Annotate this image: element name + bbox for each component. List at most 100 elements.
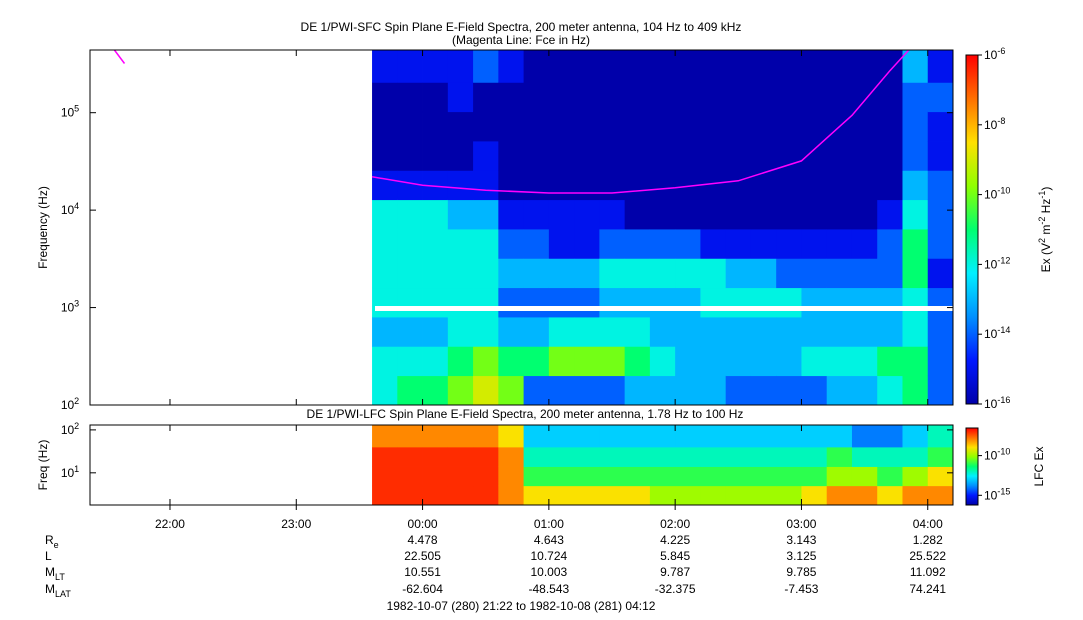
spectrum-cell <box>397 425 423 448</box>
colorbar-tick-label-part: 10 <box>984 188 998 202</box>
spectrum-cell <box>801 170 828 201</box>
colorbar-label: Ex (V2 m-2 Hz-1) <box>1037 187 1053 273</box>
spectrum-cell <box>473 446 499 467</box>
spectrum-cell <box>700 199 727 230</box>
spectrum-cell <box>473 82 499 113</box>
spectrum-cell <box>624 199 651 230</box>
spectrum-cell <box>776 141 802 171</box>
spectrum-cell <box>574 346 600 377</box>
spectrum-cell <box>700 287 727 318</box>
spectrum-cell <box>649 466 676 487</box>
spectrum-cell <box>447 141 474 171</box>
spectrum-cell <box>498 485 525 506</box>
colorbar-tick-label-part: -15 <box>997 486 1010 496</box>
spectrum-cell <box>523 425 550 448</box>
spectrum-cell <box>700 229 727 259</box>
spectrum-cell <box>473 258 499 289</box>
spectrum-cell <box>675 287 701 318</box>
spectrum-cell <box>422 375 449 406</box>
ephemeris-value: 3.125 <box>786 549 816 563</box>
spectrum-cell <box>624 317 651 347</box>
ephemeris-label-part: LAT <box>55 589 71 599</box>
spectrum-cell <box>851 229 878 259</box>
spectrum-cell <box>725 170 752 201</box>
spectrum-cell <box>927 375 954 406</box>
spectrum-cell <box>649 446 676 467</box>
spectrum-cell <box>725 446 752 467</box>
spectrum-cell <box>877 287 903 318</box>
spectrum-cell <box>927 111 954 142</box>
spectrum-cell <box>750 287 777 318</box>
ephemeris-value: 9.785 <box>786 565 816 579</box>
spectrum-cell <box>372 317 398 347</box>
spectrum-cell <box>750 50 777 83</box>
spectrum-cell <box>649 141 676 171</box>
spectrum-cell <box>599 446 626 467</box>
spectrum-cell <box>851 82 878 113</box>
spectrum-cell <box>851 346 878 377</box>
spectrum-cell <box>675 82 701 113</box>
spectrum-cell <box>498 258 525 289</box>
spectrum-cell <box>447 485 474 506</box>
spectrum-cell <box>498 466 525 487</box>
spectrum-cell <box>649 170 676 201</box>
spectrum-cell <box>624 287 651 318</box>
ephemeris-label-part: L <box>45 549 52 563</box>
spectrum-cell <box>851 170 878 201</box>
spectrum-cell <box>422 287 449 318</box>
spectrum-cell <box>851 111 878 142</box>
spectrum-cell <box>548 346 575 377</box>
spectrum-cell <box>826 346 853 377</box>
spectrum-cell <box>776 485 802 506</box>
spectrum-cell <box>624 375 651 406</box>
y-tick-label-part: 1 <box>74 464 79 474</box>
spectrum-cell <box>599 111 626 142</box>
spectrum-cell <box>422 141 449 171</box>
spectrum-cell <box>725 425 752 448</box>
colorbar-tick-label: 10-16 <box>984 395 1010 411</box>
spectrum-cell <box>599 287 626 318</box>
spectrum-cell <box>927 287 954 318</box>
ephemeris-label: MLAT <box>45 582 71 599</box>
colorbar-tick-label-part: -16 <box>997 395 1010 405</box>
spectrum-cell <box>675 199 701 230</box>
spectrum-cell <box>372 375 398 406</box>
colorbar-tick-label: 10-12 <box>984 255 1010 271</box>
spectrum-cell <box>927 141 954 171</box>
colorbar <box>965 54 979 405</box>
y-axis-label: Freq (Hz) <box>36 440 50 491</box>
spectrum-cell <box>447 50 474 83</box>
x-tick-label: 01:00 <box>534 517 564 531</box>
spectrum-cell <box>902 287 929 318</box>
spectrum-cell <box>599 258 626 289</box>
spectrum-cell <box>877 346 903 377</box>
colorbar-label: LFC Ex <box>1032 446 1046 486</box>
spectrum-cell <box>574 446 600 467</box>
colorbar-tick-label-part: -10 <box>997 186 1010 196</box>
spectrum-cell <box>498 229 525 259</box>
chart-title: DE 1/PWI-SFC Spin Plane E-Field Spectra,… <box>301 20 742 34</box>
spectrum-cell <box>397 50 423 83</box>
colorbar-label-part: 2 <box>1037 238 1047 243</box>
colorbar-tick-label: 10-15 <box>984 486 1010 502</box>
spectrum-cell <box>776 82 802 113</box>
colorbar-tick-label-part: 10 <box>984 118 998 132</box>
spectrum-cell <box>649 82 676 113</box>
spectrum-cell <box>725 82 752 113</box>
spectrum-cell <box>750 258 777 289</box>
y-tick-label-part: 10 <box>61 466 75 480</box>
y-tick-label-part: 10 <box>61 301 75 315</box>
spectrum-cell <box>851 425 878 448</box>
spectrum-cell <box>649 287 676 318</box>
spectrum-cell <box>851 375 878 406</box>
spectrum-cell <box>397 317 423 347</box>
spectrum-cell <box>877 82 903 113</box>
spectrum-cell <box>649 111 676 142</box>
spectrum-cell <box>700 375 727 406</box>
spectrum-cell <box>851 50 878 83</box>
spectrum-cell <box>675 141 701 171</box>
spectrum-cell <box>574 82 600 113</box>
spectrum-cell <box>599 82 626 113</box>
ephemeris-label-part: R <box>45 533 54 547</box>
